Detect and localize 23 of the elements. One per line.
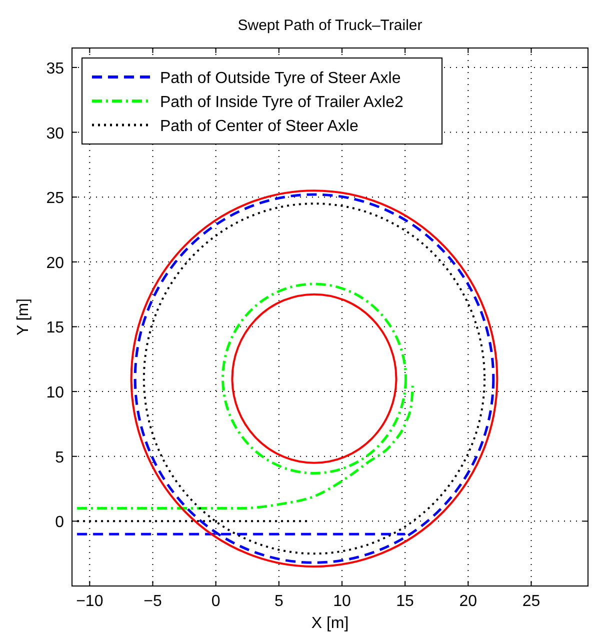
x-tick-label: 25 <box>522 593 540 610</box>
chart-title: Swept Path of Truck–Trailer <box>238 17 422 34</box>
x-tick-label: 20 <box>459 593 478 610</box>
x-tick-label: 5 <box>274 593 284 610</box>
x-tick-label: 15 <box>396 593 414 610</box>
y-tick-label: 25 <box>46 190 64 208</box>
y-tick-label: 15 <box>46 320 64 337</box>
legend-label: Path of Center of Steer Axle <box>160 118 358 135</box>
x-tick-label: 0 <box>211 593 220 610</box>
line-series <box>76 384 414 510</box>
y-tick-label: 35 <box>46 60 64 78</box>
legend-label: Path of Outside Tyre of Steer Axle <box>160 70 401 87</box>
y-tick-label: 20 <box>46 254 64 272</box>
x-tick-label: −5 <box>144 593 162 610</box>
x-tick-label: 10 <box>333 593 351 610</box>
x-axis-title: X [m] <box>311 615 349 632</box>
y-tick-label: 0 <box>55 514 64 532</box>
y-tick-label: 10 <box>46 384 64 402</box>
y-axis-title: Y [m] <box>15 298 32 336</box>
y-tick-label: 5 <box>55 449 64 466</box>
legend-label: Path of Inside Tyre of Trailer Axle2 <box>160 94 404 111</box>
y-tick-label: 30 <box>46 125 64 142</box>
x-tick-label: −10 <box>76 593 104 610</box>
